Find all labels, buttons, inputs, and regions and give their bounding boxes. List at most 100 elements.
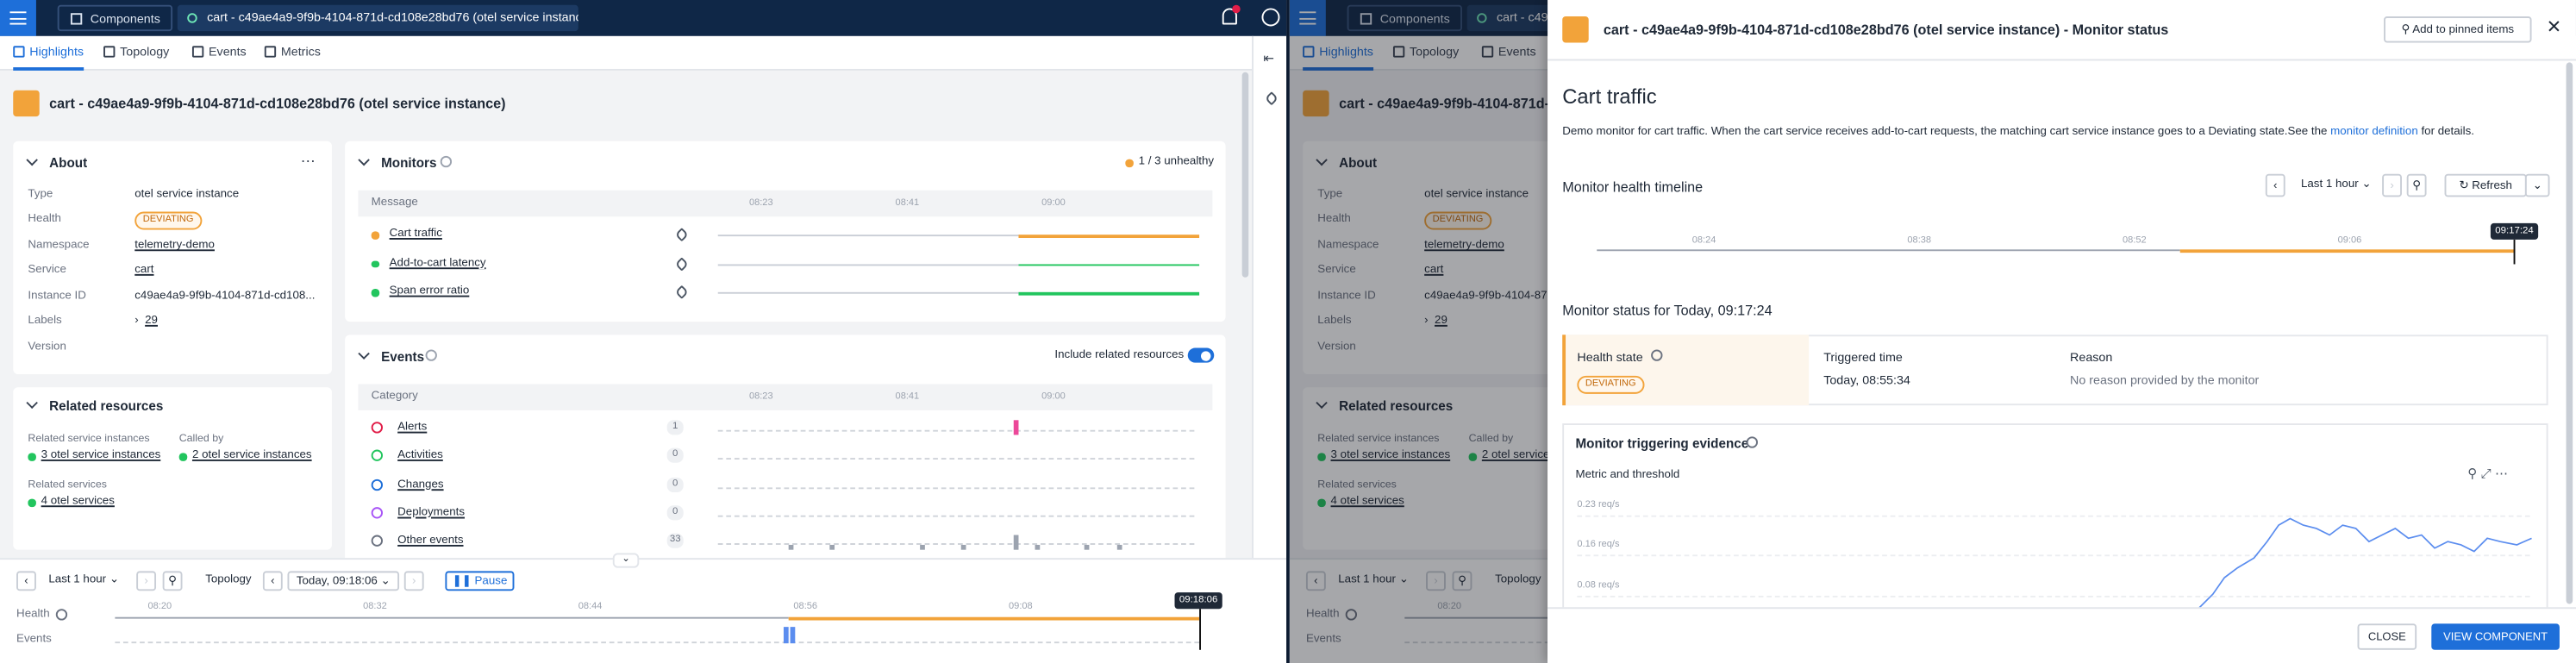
next-button[interactable]: › (1426, 571, 1446, 591)
event-link[interactable]: Deployments (397, 506, 466, 519)
components-button[interactable]: Components (1347, 4, 1462, 32)
menu-button[interactable] (0, 0, 36, 36)
tab[interactable]: Highlights (13, 36, 84, 71)
menu-button[interactable] (1289, 0, 1326, 36)
tab[interactable]: Events (1481, 36, 1536, 67)
notifications[interactable] (1222, 4, 1241, 25)
view-component-button[interactable]: VIEW COMPONENT (2431, 623, 2560, 650)
label: 08:52 (2123, 236, 2147, 247)
chev (358, 347, 370, 360)
events-card: Events Include related resources Categor… (345, 335, 1226, 565)
close-button[interactable]: CLOSE (2357, 623, 2417, 650)
pause-button[interactable]: ❚❚ Pause (445, 571, 515, 591)
line (1597, 249, 2180, 252)
zoom-button[interactable]: ⚲ (1452, 571, 1472, 591)
event-link[interactable]: Activities (397, 450, 443, 462)
close-icon[interactable]: ✕ (2546, 17, 2562, 38)
label[interactable]: cart (134, 264, 154, 276)
prev-button[interactable]: ‹ (16, 571, 36, 591)
monitor-link[interactable]: Add-to-cart latency (389, 256, 486, 269)
pin-icon[interactable] (674, 256, 689, 271)
label[interactable]: 4 otel services (1330, 495, 1404, 508)
label[interactable]: 3 otel service instances (41, 449, 161, 461)
label: 09:00 (1041, 198, 1066, 209)
val: › 29 (1424, 315, 1447, 327)
label[interactable]: telemetry-demo (1424, 239, 1504, 252)
label: Add to pinned items (2412, 24, 2515, 36)
label: DEVIATING (1424, 211, 1491, 230)
label[interactable]: 3 otel service instances (1330, 449, 1451, 461)
prev-button[interactable]: ‹ (262, 571, 283, 591)
monitors-card: Monitors 1 / 3 unhealthy Message 08:23 0… (345, 141, 1226, 322)
next-button[interactable]: › (2382, 173, 2402, 197)
pin-icon[interactable] (674, 285, 689, 299)
components-button[interactable]: Components (57, 4, 173, 32)
monitor-link[interactable]: Cart traffic (389, 228, 442, 240)
tab[interactable]: Metrics (264, 36, 321, 67)
label: Include related resources (1054, 349, 1185, 361)
event-link[interactable]: Changes (397, 478, 444, 491)
ico (1651, 349, 1663, 361)
left-window: Components cart - c49ae4a9-9f9b-4104-871… (0, 0, 1287, 663)
label: Namespace (28, 239, 90, 252)
i (13, 46, 25, 58)
range-select[interactable]: Last 1 hour ⌄ (1329, 571, 1418, 591)
labels-count[interactable]: 29 (145, 315, 158, 327)
label[interactable]: telemetry-demo (134, 239, 215, 252)
resource-tab[interactable]: cart - c49ae4a9-9f9b-4104-871d-cd108e28b… (177, 4, 578, 32)
labels-count[interactable]: 29 (1435, 315, 1447, 327)
label: Triggered time (1823, 349, 1903, 365)
refresh-button[interactable]: ↻ Refresh (2444, 173, 2527, 197)
next-button[interactable]: › (403, 571, 424, 591)
zoom-button[interactable]: ⚲ (2406, 173, 2427, 197)
i (1299, 16, 1316, 20)
pin-icon[interactable] (1264, 91, 1279, 106)
range-select[interactable]: Last 1 hour ⌄ (39, 571, 128, 591)
label: c49ae4a9-9f9b-4104-871d-cd108... (134, 290, 316, 303)
dot (1317, 498, 1325, 507)
label: Version (28, 341, 66, 353)
pin-button[interactable]: ⚲ Add to pinned items (2384, 16, 2532, 43)
tab[interactable]: Highlights (1303, 36, 1373, 71)
tab[interactable]: Topology (1392, 36, 1460, 67)
tab[interactable]: Events (191, 36, 247, 67)
refresh-menu[interactable]: ⌄ (2524, 173, 2550, 197)
label: DEVIATING (1577, 375, 1645, 394)
abs (783, 627, 789, 644)
event-link[interactable]: Alerts (397, 422, 428, 434)
bottom-bar: ⌄ ‹ Last 1 hour ⌄ › ⚲ Topology ‹ Today, … (0, 553, 1287, 663)
label: 09:17:24 (2490, 222, 2539, 240)
label: Related services (1317, 478, 1397, 491)
abs (1303, 90, 1329, 117)
pin-icon[interactable] (674, 228, 689, 242)
monitor-link[interactable]: Span error ratio (389, 285, 470, 297)
label: 08:41 (895, 198, 920, 209)
time-select[interactable]: Today, 09:18:06 ⌄ (287, 571, 400, 591)
prev-button[interactable]: ‹ (2265, 173, 2285, 197)
label: Topology (1410, 44, 1460, 59)
label[interactable]: cart (1424, 264, 1444, 276)
prev-button[interactable]: ‹ (1305, 571, 1326, 591)
abs (1084, 544, 1090, 550)
toggle[interactable] (1187, 347, 1215, 363)
label: 09:08 (1009, 602, 1033, 613)
label: 08:38 (1907, 236, 1932, 247)
more-menu[interactable]: ⋯ (300, 153, 316, 170)
metric-line (2196, 517, 2532, 611)
i (9, 16, 27, 20)
label[interactable]: 4 otel services (41, 495, 115, 508)
link[interactable]: monitor definition (2330, 126, 2418, 138)
user-avatar[interactable] (1261, 8, 1280, 27)
i (1232, 4, 1241, 14)
label: Monitors (381, 155, 437, 171)
next-button[interactable]: › (136, 571, 157, 591)
collapse-icon[interactable]: ⇤ (1263, 51, 1275, 66)
label[interactable]: 2 otel service instances (191, 449, 312, 461)
event-link[interactable]: Other events (397, 535, 464, 547)
tab[interactable]: Topology (103, 36, 169, 67)
abs (2566, 62, 2573, 604)
zoom-button[interactable]: ⚲ (162, 571, 183, 591)
range-select[interactable]: Last 1 hour ⌄ (2288, 173, 2385, 197)
label: Type (1317, 188, 1343, 201)
